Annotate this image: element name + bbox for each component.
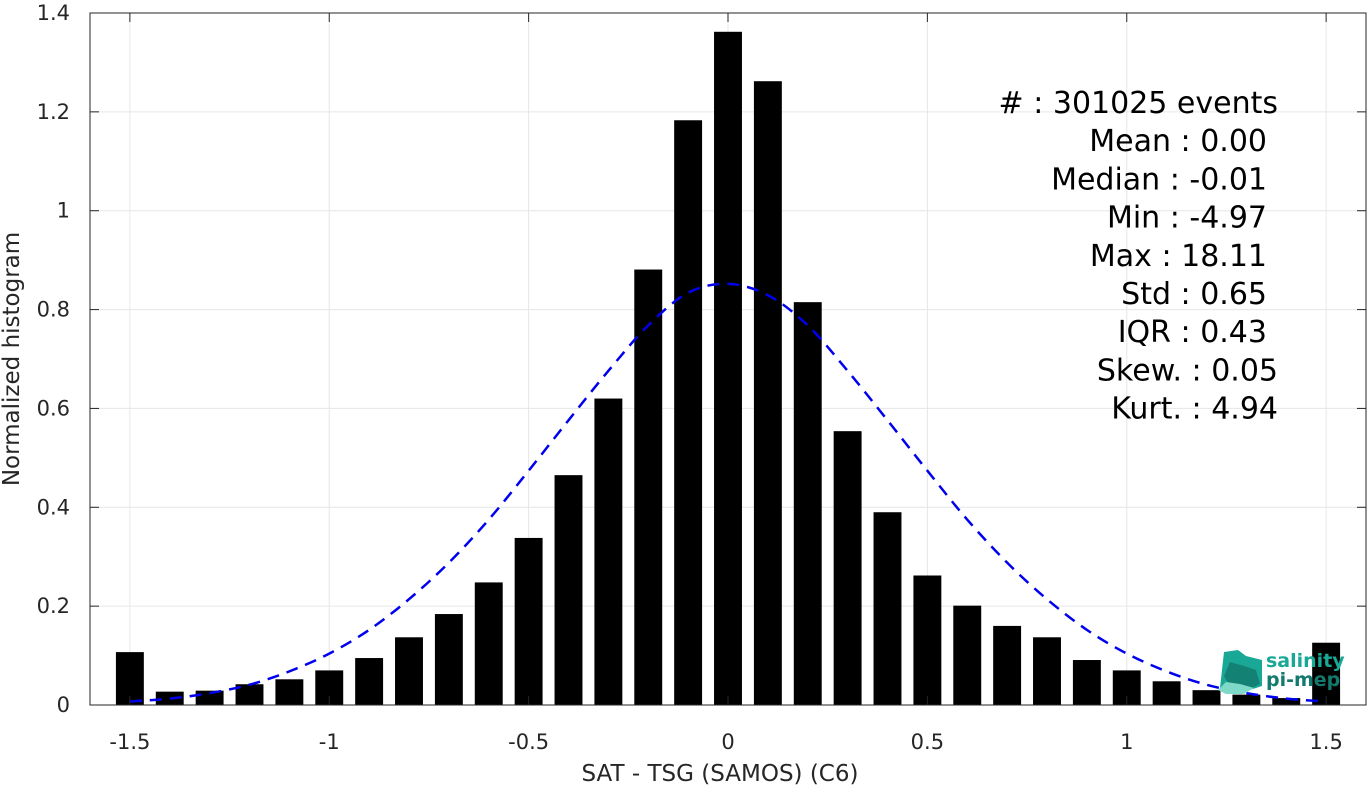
stats-line: IQR : 0.43 <box>1118 315 1267 350</box>
histogram-bar <box>235 684 264 705</box>
histogram-bar <box>1152 681 1181 705</box>
y-tick-label: 0.8 <box>37 298 70 322</box>
y-tick-label: 1.2 <box>37 100 70 124</box>
histogram-bar <box>514 537 543 705</box>
x-tick-label: -1.5 <box>109 730 150 754</box>
histogram-bar <box>1192 690 1221 705</box>
y-tick-label: 0.6 <box>37 396 70 420</box>
stats-line: Mean : 0.00 <box>1089 124 1267 159</box>
histogram-bar <box>1232 694 1261 705</box>
histogram-bar <box>753 81 782 705</box>
y-axis-label: Normalized histogram <box>0 232 25 486</box>
stats-line: Std : 0.65 <box>1121 277 1267 312</box>
histogram-bar <box>993 625 1022 705</box>
histogram-bar <box>1312 642 1341 705</box>
x-tick-label: 1 <box>1120 730 1133 754</box>
y-tick-label: 0.4 <box>37 495 70 519</box>
histogram-bar <box>355 658 384 705</box>
histogram-bar <box>833 431 862 705</box>
stats-line: Max : 18.11 <box>1090 239 1267 274</box>
histogram-bar <box>195 690 224 705</box>
histogram-bar <box>793 302 822 705</box>
histogram-bar <box>474 582 503 705</box>
histogram-bar <box>714 31 742 706</box>
y-tick-labels: 0 0.2 0.4 0.6 0.8 1 1.2 1.4 <box>37 1 70 717</box>
axis-ticks <box>90 12 1366 706</box>
histogram-bar <box>913 575 942 705</box>
histogram-bar <box>674 120 703 705</box>
y-tick-label: 0.2 <box>37 594 70 618</box>
histogram-bars <box>115 31 1341 706</box>
x-tick-label: -0.5 <box>508 730 549 754</box>
y-tick-label: 0 <box>57 693 70 717</box>
stats-line: Kurt. : 4.94 <box>1111 392 1278 427</box>
logo-text-salinity: salinity <box>1266 650 1345 672</box>
stats-line: # : 301025 events <box>999 86 1278 121</box>
gaussian-fit-curve <box>129 282 1327 703</box>
logo-text-pimep: pi-mep <box>1266 669 1340 691</box>
x-tick-label: -1 <box>319 730 340 754</box>
y-tick-label: 1.4 <box>37 1 70 25</box>
histogram-bar <box>1033 637 1061 705</box>
histogram-bar <box>953 605 982 705</box>
salinity-pimep-logo: salinity pi-mep <box>1218 650 1345 694</box>
histogram-bar <box>634 269 663 705</box>
histogram-bar <box>873 512 902 705</box>
x-tick-label: 0 <box>721 730 734 754</box>
logo-mark-icon <box>1218 650 1262 694</box>
x-axis-label: SAT - TSG (SAMOS) (C6) <box>582 761 859 785</box>
x-tick-labels: -1.5 -1 -0.5 0 0.5 1 1.5 <box>109 730 1342 754</box>
histogram-bar <box>1072 660 1101 705</box>
stats-line: Min : -4.97 <box>1107 201 1267 236</box>
histogram-bar <box>594 398 623 705</box>
histogram-bar <box>275 679 304 705</box>
histogram-bar <box>434 614 463 705</box>
histogram-bar <box>395 637 423 705</box>
histogram-bar <box>1272 698 1301 705</box>
x-tick-label: 0.5 <box>911 730 944 754</box>
y-tick-label: 1 <box>57 199 70 223</box>
stats-line: Median : -0.01 <box>1051 162 1267 197</box>
histogram-bar <box>554 475 583 705</box>
stats-line: Skew. : 0.05 <box>1097 353 1278 388</box>
x-tick-label: 1.5 <box>1309 730 1342 754</box>
